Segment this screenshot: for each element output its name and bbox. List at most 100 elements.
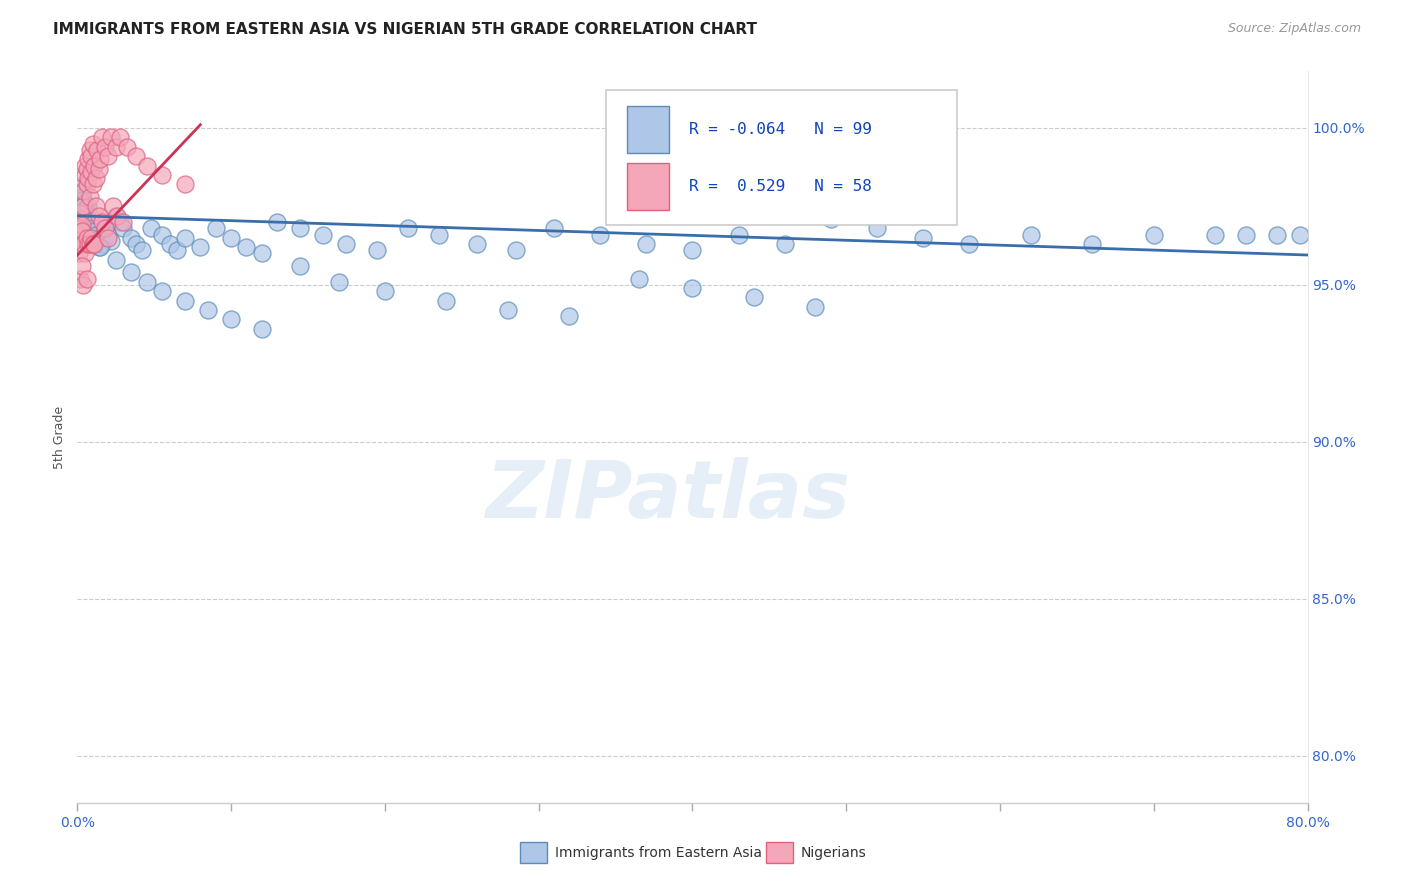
FancyBboxPatch shape bbox=[520, 842, 547, 863]
Text: Source: ZipAtlas.com: Source: ZipAtlas.com bbox=[1227, 22, 1361, 36]
Point bbox=[83, 159, 105, 173]
Point bbox=[69, 193, 91, 207]
Point bbox=[1265, 227, 1288, 242]
Point bbox=[82, 237, 104, 252]
Text: R = -0.064   N = 99: R = -0.064 N = 99 bbox=[689, 121, 872, 136]
Point bbox=[83, 237, 105, 252]
Point bbox=[366, 244, 388, 258]
FancyBboxPatch shape bbox=[627, 106, 669, 153]
Point bbox=[77, 171, 100, 186]
Point bbox=[97, 231, 120, 245]
Y-axis label: 5th Grade: 5th Grade bbox=[53, 406, 66, 468]
Point bbox=[72, 199, 94, 213]
Point bbox=[69, 205, 91, 219]
Text: IMMIGRANTS FROM EASTERN ASIA VS NIGERIAN 5TH GRADE CORRELATION CHART: IMMIGRANTS FROM EASTERN ASIA VS NIGERIAN… bbox=[53, 22, 758, 37]
Point bbox=[742, 290, 765, 304]
Point bbox=[290, 221, 312, 235]
Point bbox=[89, 231, 111, 245]
Point bbox=[135, 159, 157, 173]
Point bbox=[90, 237, 114, 252]
Point bbox=[866, 221, 889, 235]
FancyBboxPatch shape bbox=[606, 89, 957, 225]
Point bbox=[250, 322, 273, 336]
Point bbox=[67, 211, 90, 226]
Point bbox=[94, 139, 117, 153]
Point bbox=[505, 244, 527, 258]
Point bbox=[70, 218, 93, 232]
Point bbox=[312, 227, 335, 242]
Point bbox=[70, 259, 93, 273]
Point bbox=[159, 237, 181, 252]
Point bbox=[112, 221, 135, 235]
Point bbox=[79, 143, 101, 157]
Point bbox=[70, 231, 93, 245]
Point bbox=[76, 202, 98, 217]
Point bbox=[150, 284, 173, 298]
Point bbox=[77, 237, 100, 252]
Point bbox=[1081, 237, 1104, 252]
Point bbox=[104, 209, 127, 223]
Point bbox=[204, 221, 226, 235]
Point bbox=[67, 180, 90, 194]
Point bbox=[73, 196, 96, 211]
Point bbox=[374, 284, 396, 298]
Point bbox=[120, 231, 142, 245]
Point bbox=[174, 293, 197, 308]
Point bbox=[83, 224, 105, 238]
Point bbox=[69, 221, 91, 235]
Point bbox=[82, 234, 104, 248]
Point bbox=[110, 215, 132, 229]
Point bbox=[70, 199, 93, 213]
Point bbox=[727, 227, 749, 242]
Point bbox=[69, 186, 91, 201]
Point bbox=[427, 227, 450, 242]
Point bbox=[84, 199, 107, 213]
Point bbox=[86, 143, 108, 157]
Point bbox=[84, 227, 107, 242]
Point bbox=[104, 139, 127, 153]
Point bbox=[682, 244, 704, 258]
Point bbox=[104, 252, 127, 267]
Point bbox=[70, 190, 93, 204]
Point bbox=[82, 178, 104, 192]
Point bbox=[76, 209, 98, 223]
Point bbox=[250, 246, 273, 260]
Point bbox=[94, 221, 117, 235]
Point bbox=[589, 227, 612, 242]
Point bbox=[79, 218, 101, 232]
Point bbox=[219, 312, 242, 326]
Point bbox=[76, 215, 98, 229]
Point bbox=[76, 161, 98, 176]
Point bbox=[73, 202, 96, 217]
Point bbox=[79, 237, 101, 252]
Point bbox=[69, 271, 91, 285]
Text: R =  0.529   N = 58: R = 0.529 N = 58 bbox=[689, 178, 872, 194]
Point bbox=[100, 130, 122, 145]
Point bbox=[115, 139, 138, 153]
Point bbox=[73, 168, 96, 182]
Point bbox=[125, 149, 148, 163]
Point bbox=[89, 240, 111, 254]
Point bbox=[496, 302, 519, 317]
Point bbox=[436, 293, 458, 308]
Point bbox=[86, 234, 108, 248]
Point bbox=[73, 159, 96, 173]
Point bbox=[87, 209, 110, 223]
Point bbox=[79, 227, 101, 242]
Point bbox=[396, 221, 419, 235]
Point bbox=[141, 221, 163, 235]
Point bbox=[94, 221, 117, 235]
Point bbox=[465, 237, 488, 252]
Text: Immigrants from Eastern Asia: Immigrants from Eastern Asia bbox=[555, 847, 762, 860]
Point bbox=[77, 205, 100, 219]
Point bbox=[72, 193, 94, 207]
Point bbox=[79, 209, 101, 223]
Point bbox=[1143, 227, 1166, 242]
Point bbox=[72, 237, 94, 252]
Point bbox=[67, 246, 90, 260]
Point bbox=[1234, 227, 1257, 242]
Point bbox=[150, 227, 173, 242]
Point bbox=[80, 149, 103, 163]
FancyBboxPatch shape bbox=[627, 162, 669, 211]
Point bbox=[1204, 227, 1226, 242]
